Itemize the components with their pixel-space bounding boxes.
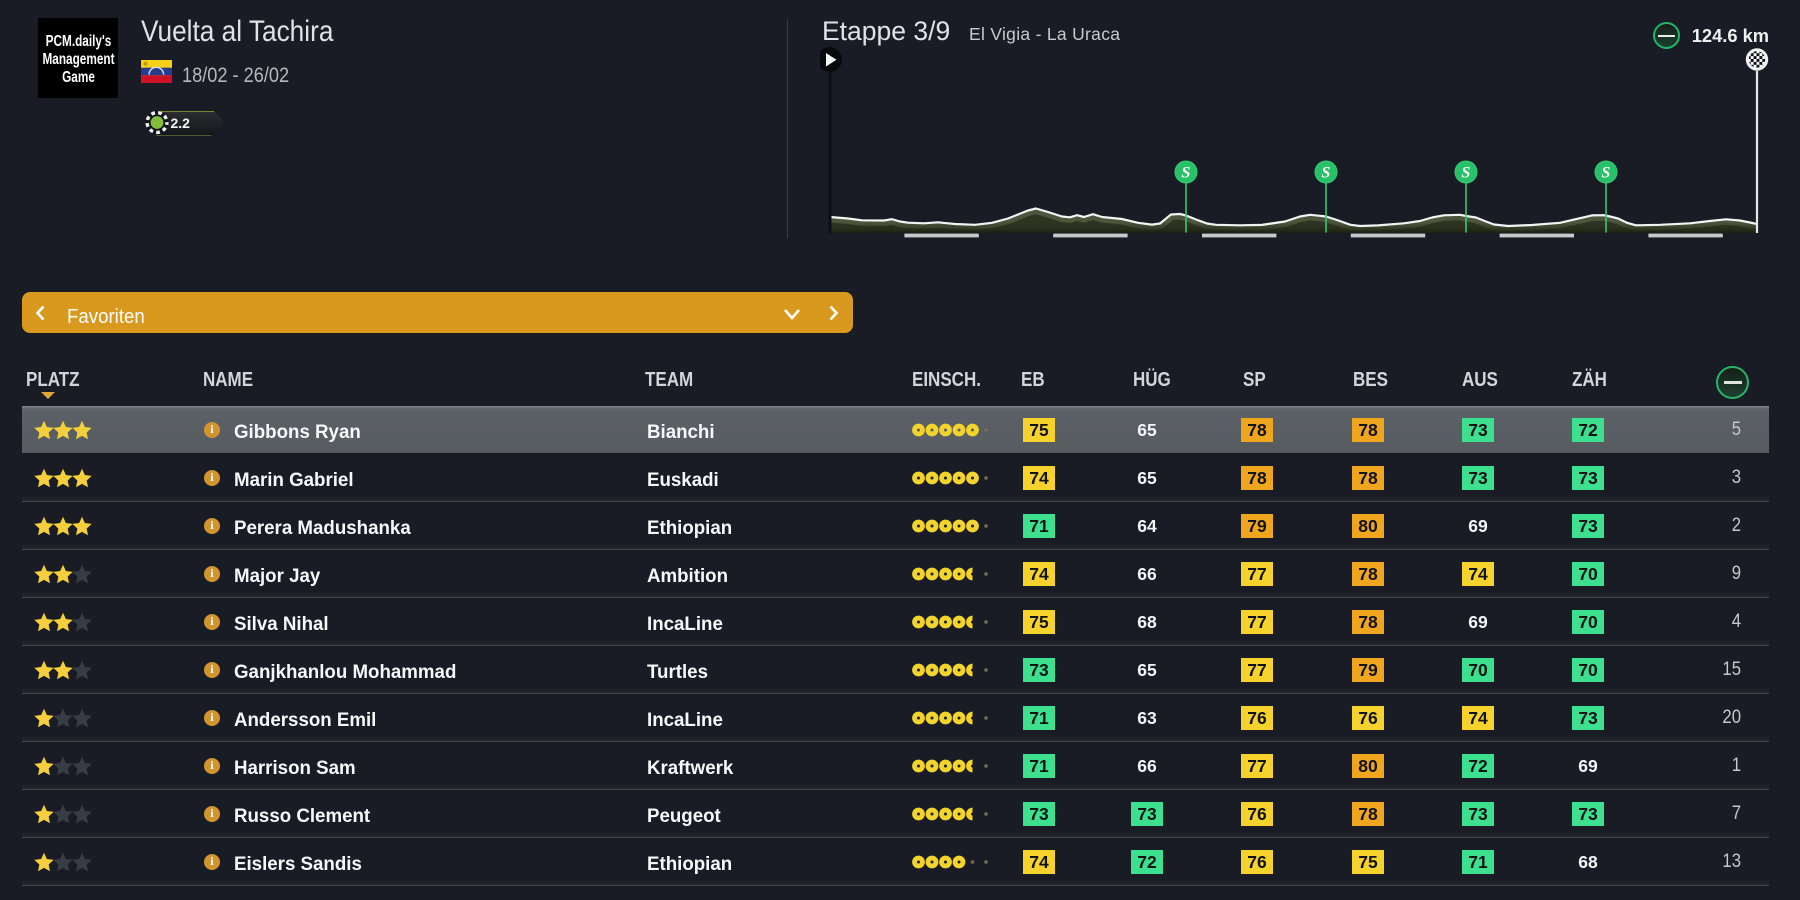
svg-text:S: S [1182, 165, 1191, 182]
svg-text:S: S [1602, 165, 1611, 182]
svg-text:S: S [1462, 165, 1471, 182]
svg-text:S: S [1322, 165, 1331, 182]
